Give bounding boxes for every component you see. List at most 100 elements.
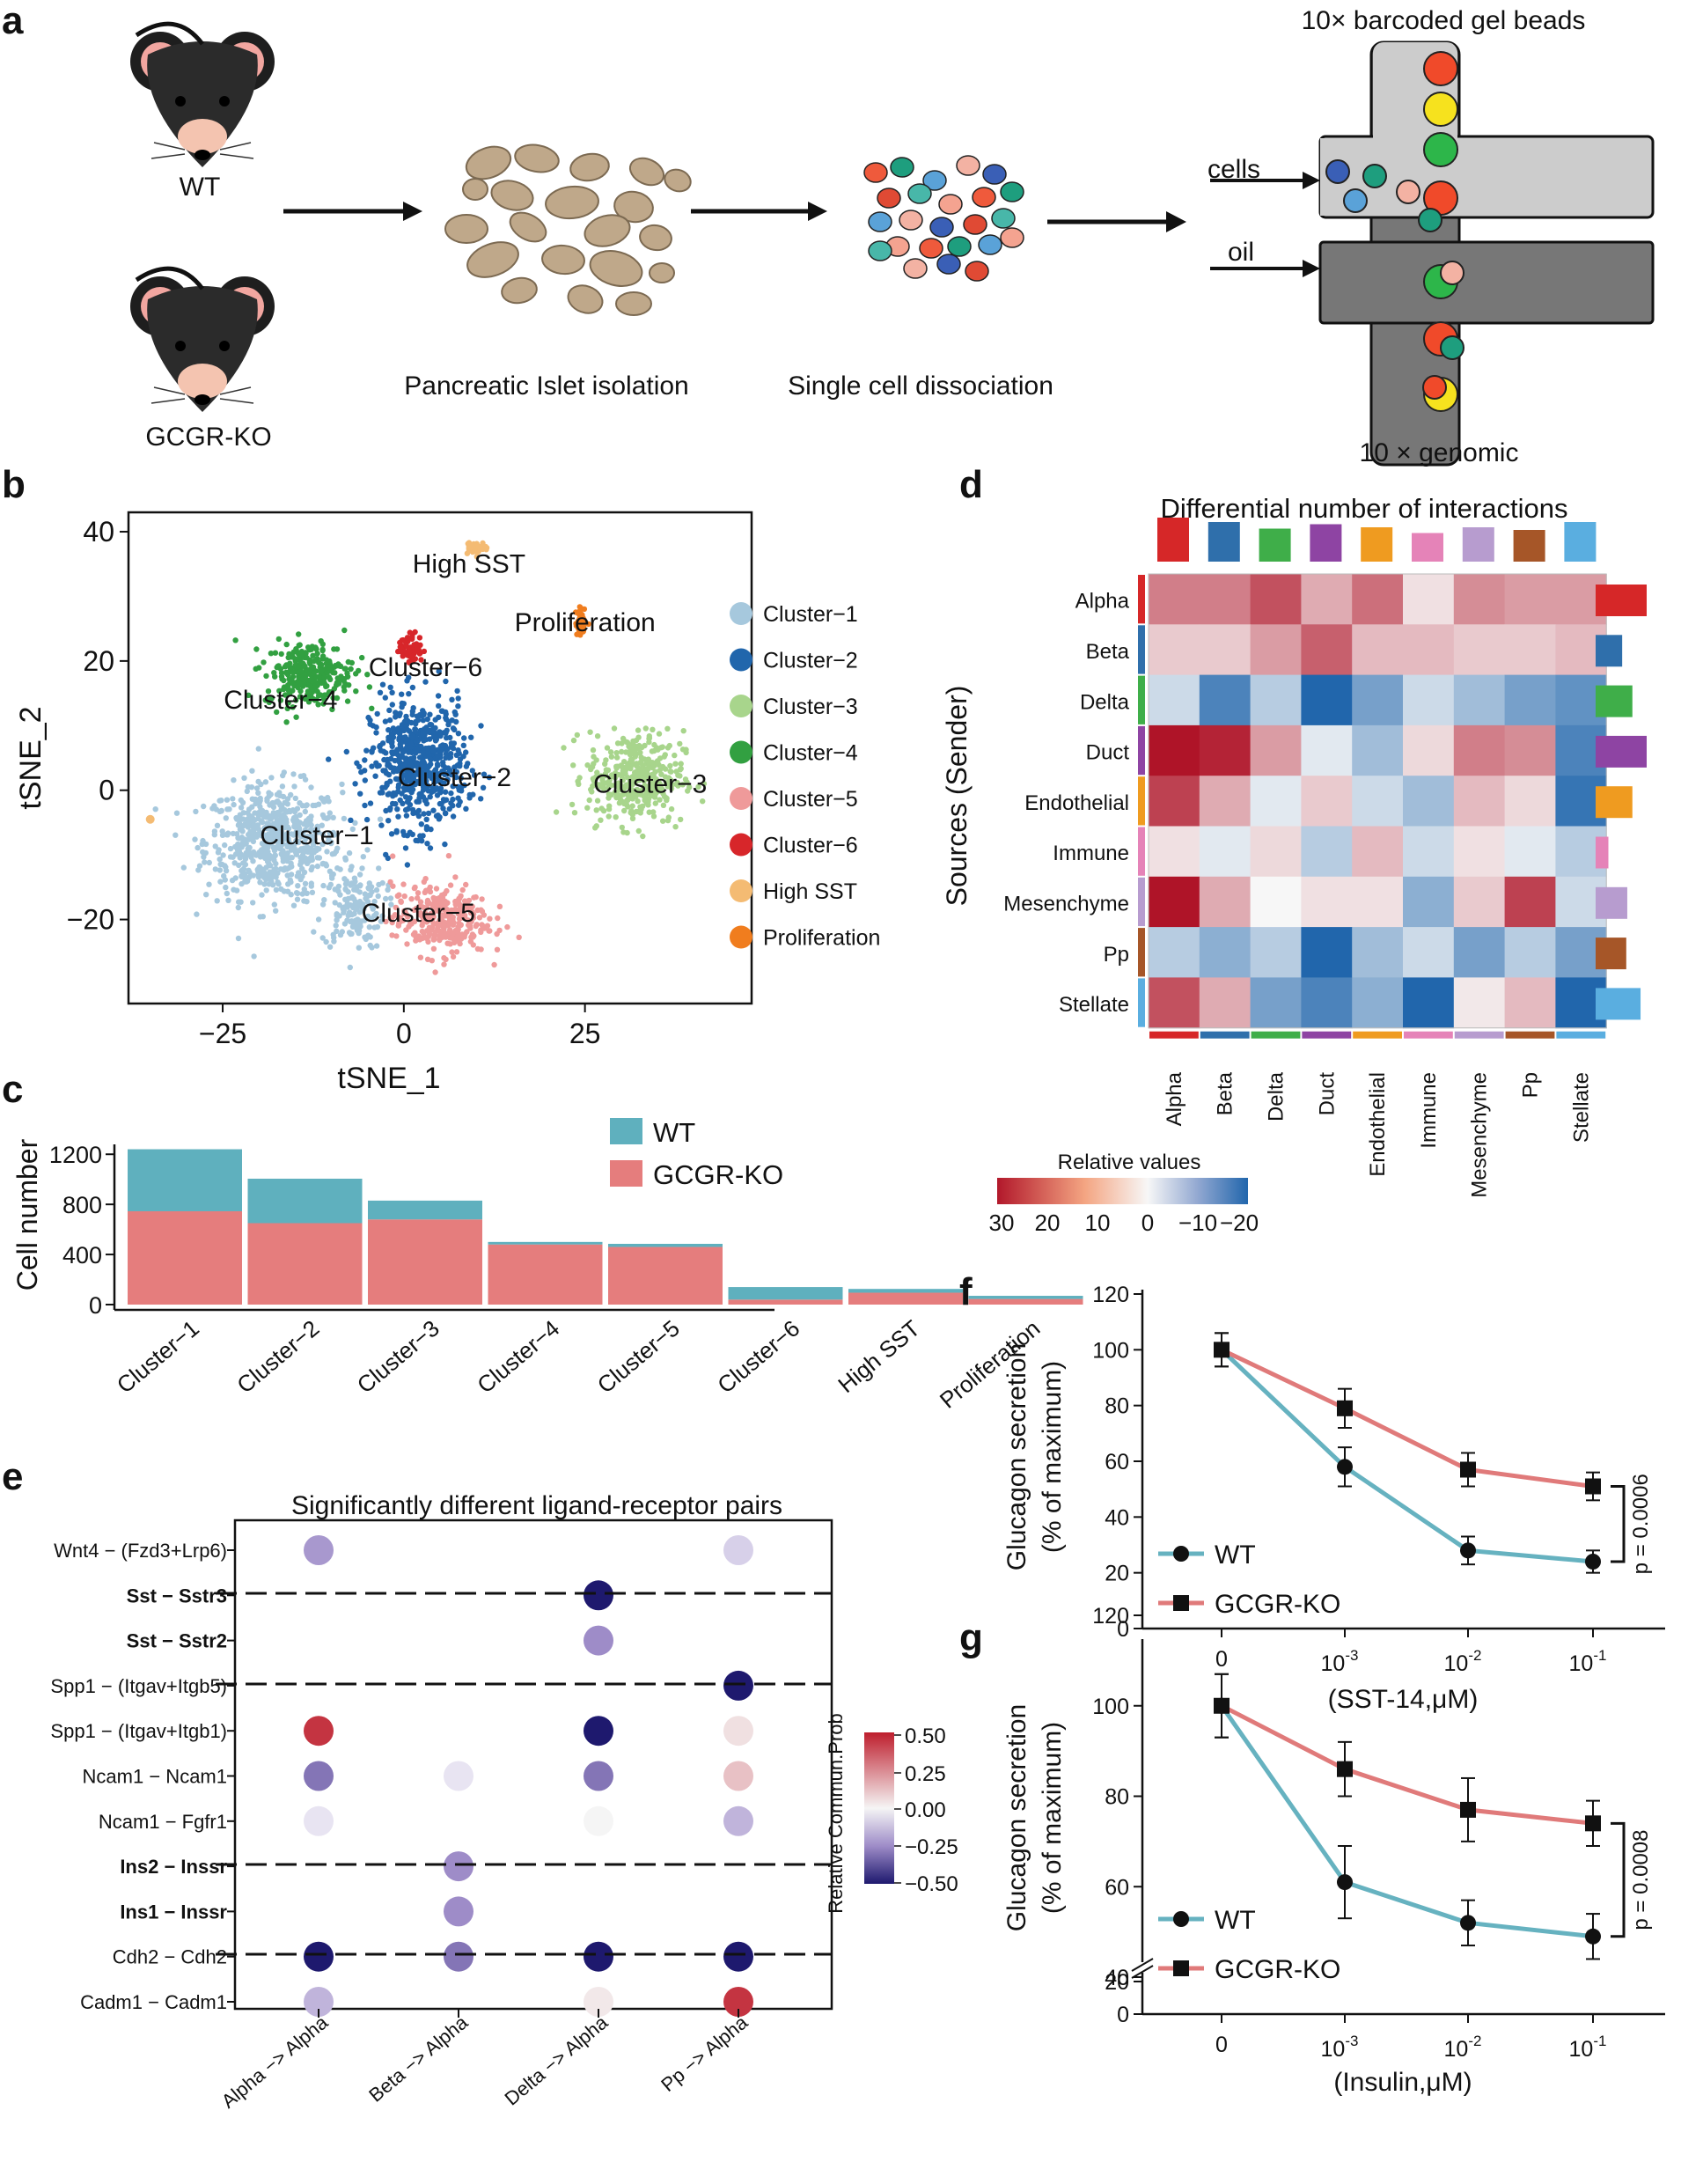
heatmap-cell bbox=[1403, 776, 1455, 827]
tsne-point bbox=[598, 773, 605, 779]
heatmap-col-label: Alpha bbox=[1163, 1071, 1186, 1126]
tsne-point bbox=[291, 808, 298, 815]
dotplot-dot bbox=[723, 1761, 753, 1791]
heatmap-cell bbox=[1352, 826, 1404, 878]
heatmap-col-sum-bar bbox=[1462, 527, 1494, 562]
tsne-point bbox=[291, 783, 297, 790]
heatmap-cell bbox=[1352, 876, 1404, 928]
dotplot-dot bbox=[584, 1805, 613, 1836]
tsne-point bbox=[470, 911, 477, 917]
tsne-point bbox=[453, 774, 459, 781]
tsne-point bbox=[212, 843, 218, 849]
tsne-point bbox=[494, 930, 500, 938]
tsne-point bbox=[362, 768, 368, 774]
cell-dot bbox=[877, 188, 901, 209]
tsne-point bbox=[239, 872, 245, 879]
legend-marker bbox=[1173, 1911, 1189, 1927]
tsne-point bbox=[348, 817, 354, 823]
tsne-point bbox=[263, 673, 269, 680]
heatmap-col-label: Pp bbox=[1519, 1072, 1543, 1098]
tsne-point bbox=[393, 904, 399, 911]
tsne-point bbox=[573, 609, 579, 615]
tsne-point bbox=[404, 678, 410, 684]
tsne-point bbox=[342, 857, 349, 863]
tsne-point bbox=[393, 776, 400, 782]
tsne-point bbox=[445, 721, 451, 728]
cell-dot bbox=[1362, 164, 1387, 188]
tsne-point bbox=[310, 835, 316, 841]
tsne-point bbox=[450, 953, 457, 960]
tsne-point bbox=[285, 881, 291, 887]
tsne-point bbox=[379, 879, 385, 886]
tsne-point bbox=[356, 909, 363, 916]
tsne-point bbox=[373, 943, 380, 949]
tsne-point bbox=[291, 845, 297, 851]
tsne-point bbox=[396, 735, 402, 741]
tsne-point bbox=[281, 806, 288, 813]
tsne-point bbox=[261, 866, 267, 873]
tick-base: 10 bbox=[1569, 1651, 1594, 1676]
line-y-tick-label: 0 bbox=[1117, 2003, 1129, 2027]
tsne-point bbox=[357, 882, 363, 888]
tsne-point bbox=[430, 945, 437, 952]
tsne-point bbox=[266, 823, 273, 829]
tsne-point bbox=[414, 760, 420, 766]
tsne-point bbox=[235, 904, 241, 911]
heatmap-cell bbox=[1504, 776, 1556, 827]
heatmap-cell bbox=[1352, 977, 1404, 1029]
tsne-point bbox=[619, 748, 625, 755]
dotplot-row-label: Ins1 − Inssr bbox=[120, 1901, 227, 1923]
tsne-point bbox=[383, 770, 390, 776]
tsne-point bbox=[333, 923, 339, 929]
islet-piece bbox=[444, 214, 488, 244]
tsne-point bbox=[339, 781, 345, 788]
dotplot-legend-tick-label: 0.25 bbox=[905, 1762, 946, 1786]
islet-piece bbox=[465, 145, 512, 180]
tsne-point bbox=[668, 805, 675, 813]
legend-swatch bbox=[730, 925, 752, 949]
tsne-point bbox=[646, 809, 652, 815]
bar-wt bbox=[968, 1296, 1083, 1299]
tsne-point bbox=[612, 775, 619, 781]
tsne-point bbox=[385, 818, 392, 824]
tsne-point bbox=[362, 917, 368, 923]
tsne-point bbox=[294, 890, 301, 897]
legend-swatch bbox=[610, 1160, 642, 1187]
tsne-point bbox=[211, 828, 218, 835]
tsne-point bbox=[406, 649, 413, 655]
tsne-point bbox=[245, 878, 251, 885]
legend-label: Cluster−5 bbox=[763, 787, 858, 812]
tsne-point bbox=[326, 665, 333, 671]
tsne-point bbox=[391, 765, 398, 771]
tsne-point bbox=[222, 842, 228, 849]
mouse-icon bbox=[130, 266, 275, 412]
tsne-point bbox=[677, 740, 683, 747]
tsne-point bbox=[460, 742, 466, 748]
tsne-point bbox=[385, 886, 391, 893]
heatmap-cell bbox=[1149, 776, 1200, 827]
tsne-legend: Cluster−1 Cluster−2 Cluster−3 Cluster−4 Clus… bbox=[730, 602, 880, 951]
tsne-point bbox=[404, 941, 410, 947]
tsne-point bbox=[250, 900, 256, 906]
line-y-tick-label: 80 bbox=[1105, 1785, 1129, 1810]
tsne-point bbox=[292, 795, 298, 802]
tsne-point bbox=[268, 827, 275, 835]
oil-label: oil bbox=[1228, 238, 1254, 267]
tsne-point bbox=[686, 784, 693, 791]
tsne-point bbox=[275, 663, 281, 669]
islet-piece bbox=[545, 185, 599, 220]
tsne-point bbox=[285, 700, 291, 706]
tsne-point bbox=[581, 606, 588, 613]
tsne-point bbox=[257, 879, 263, 886]
tsne-point bbox=[259, 841, 266, 847]
tsne-point bbox=[422, 784, 429, 791]
tsne-point bbox=[257, 795, 263, 802]
tsne-point bbox=[308, 646, 315, 652]
tsne-point bbox=[278, 886, 284, 893]
tsne-point bbox=[474, 945, 481, 952]
tsne-point bbox=[629, 815, 636, 821]
tsne-point bbox=[304, 834, 310, 840]
tsne-point bbox=[301, 681, 307, 688]
